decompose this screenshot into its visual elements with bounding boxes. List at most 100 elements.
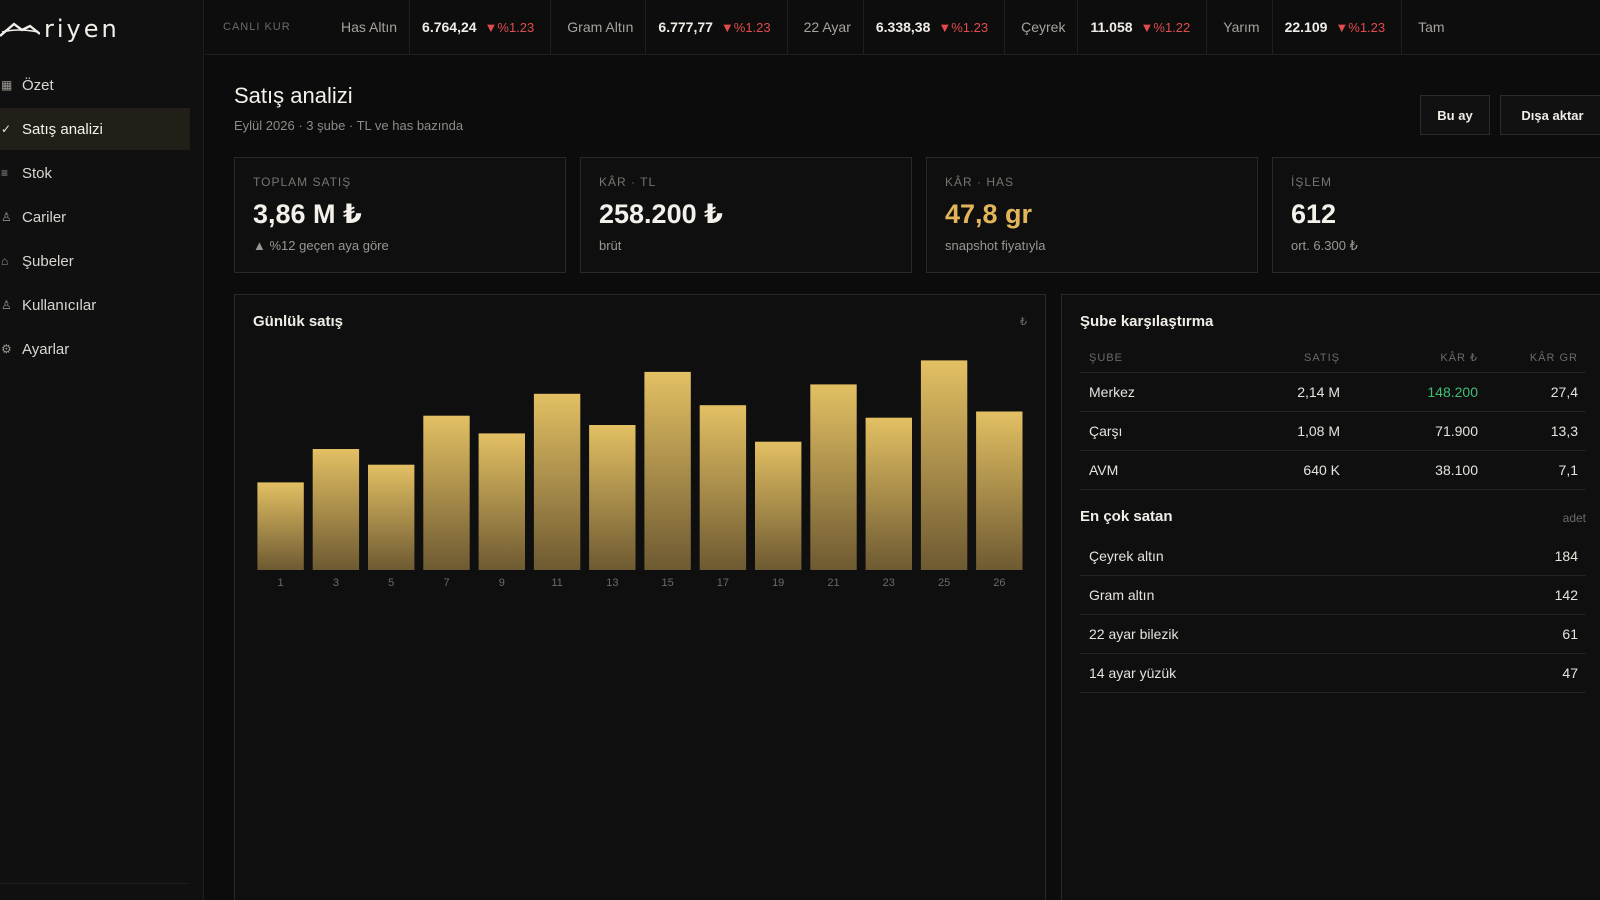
grid-icon: ▦ — [1, 78, 13, 92]
chart-bar[interactable] — [920, 360, 968, 570]
stat-label: TOPLAM SATIŞ — [253, 175, 352, 189]
chart-bar[interactable] — [976, 411, 1023, 571]
column-header: KÂR GR — [1529, 351, 1578, 364]
sidebar-item-ayarlar[interactable]: ⚙ Ayarlar — [0, 328, 190, 370]
chart-bar[interactable] — [865, 417, 912, 570]
chart-bar[interactable] — [755, 441, 802, 570]
chart-bar[interactable] — [368, 464, 415, 570]
chart-bar[interactable] — [478, 433, 525, 570]
stat-value: 47,8 gr — [945, 199, 1033, 229]
product-name: 14 ayar yüzük — [1089, 665, 1177, 681]
stat-label: İŞLEM — [1291, 175, 1333, 189]
x-tick-label: 15 — [661, 577, 673, 589]
gear-icon: ⚙ — [1, 342, 12, 356]
table-header: ŞUBE SATIŞ KÂR ₺ KÂR GR — [1080, 343, 1586, 373]
x-tick-label: 3 — [333, 577, 339, 589]
sidebar-item-label: Cariler — [22, 208, 67, 226]
branch-name: Merkez — [1089, 384, 1135, 400]
chart-bar[interactable] — [533, 393, 581, 570]
chart-bar[interactable] — [699, 405, 747, 570]
sidebar-item-label: Stok — [22, 164, 53, 182]
ticker-item: Has Altın 6.764,24 ▼%1.23 — [325, 0, 552, 54]
daily-sales-panel: Günlük satış ₺ 1 3 5 7 9 11 13 15 17 19 21 23 25 26 — [234, 294, 1046, 900]
list-item[interactable]: Çeyrek altın 184 — [1080, 537, 1586, 576]
period-button[interactable]: Bu ay — [1420, 95, 1490, 135]
x-tick-label: 13 — [606, 577, 618, 589]
chart-bar[interactable] — [644, 371, 691, 570]
branch-profit-gr: 13,3 — [1550, 423, 1578, 439]
list-item[interactable]: Gram altın 142 — [1080, 576, 1586, 615]
x-tick-label: 9 — [499, 577, 505, 589]
sidebar-item-cariler[interactable]: ♙ Cariler — [0, 196, 190, 238]
ticker-item-change: ▼%1.23 — [1335, 19, 1386, 35]
ticker-item-name: Gram Altın — [551, 0, 647, 54]
sidebar-item-ozet[interactable]: ▦ Özet — [0, 64, 190, 106]
list-item[interactable]: 22 ayar bilezik 61 — [1080, 615, 1586, 654]
x-tick-label: 1 — [278, 577, 284, 589]
stat-note: brüt — [599, 238, 622, 253]
sidebar-item-label: Satış analizi — [22, 120, 103, 138]
logo-mark-icon — [0, 22, 40, 37]
chart-bar[interactable] — [423, 415, 470, 570]
ticker-item: 22 Ayar 6.338,38 ▼%1.23 — [788, 0, 1006, 54]
ticker-item-value: 6.338,38 — [875, 19, 931, 35]
ticker-item-change: ▼%1.23 — [484, 19, 535, 35]
user-icon: ♙ — [1, 210, 12, 224]
branch-profit-gr: 7,1 — [1558, 462, 1578, 478]
ticker-item-value: 6.764,24 — [422, 19, 477, 35]
page-title: Satış analizi — [234, 83, 353, 108]
ticker-item-name: Yarım — [1207, 0, 1273, 54]
branch-profit-gr: 27,4 — [1550, 384, 1578, 400]
column-header: KÂR ₺ — [1440, 352, 1478, 364]
product-name: Çeyrek altın — [1089, 548, 1164, 564]
stat-card-profit-has: KÂR · HAS 47,8 gr snapshot fiyatıyla — [926, 157, 1258, 273]
product-count: 61 — [1562, 626, 1578, 642]
chart-bar[interactable] — [312, 449, 360, 570]
sidebar-item-kullanicilar[interactable]: ♙ Kullanıcılar — [0, 284, 190, 326]
ticker-item-name: Tam — [1418, 19, 1445, 35]
table-row[interactable]: Merkez 2,14 M 148.200 27,4 — [1080, 373, 1586, 412]
stat-card-profit-tl: KÂR · TL 258.200 ₺ brüt — [580, 157, 912, 273]
product-name: Gram altın — [1089, 587, 1155, 603]
check-icon: ✓ — [1, 122, 12, 136]
page-subtitle: Eylül 2026 · 3 şube · TL ve has bazında — [234, 118, 464, 133]
best-sellers-title: En çok satan — [1080, 508, 1173, 525]
branch-profit: 71.900 — [1435, 423, 1478, 439]
stat-card-transactions: İŞLEM 612 ort. 6.300 ₺ — [1272, 157, 1600, 273]
product-count: 47 — [1562, 665, 1578, 681]
sidebar-divider — [0, 883, 188, 884]
table-row[interactable]: AVM 640 K 38.100 7,1 — [1080, 451, 1586, 490]
branch-sales: 640 K — [1303, 462, 1340, 478]
ticker-item-value: 6.777,77 — [658, 19, 713, 35]
best-sellers-unit: adet — [1562, 511, 1586, 525]
export-button[interactable]: Dışa aktar — [1500, 95, 1600, 135]
product-count: 142 — [1554, 587, 1578, 603]
branch-sales: 1,08 M — [1297, 423, 1340, 439]
logo-text: riyen — [44, 15, 120, 43]
branch-table: ŞUBE SATIŞ KÂR ₺ KÂR GR Merkez 2,14 M 14… — [1080, 343, 1586, 490]
sidebar: riyen ▦ Özet ✓ Satış analizi ≡ Stok ♙ Ca… — [0, 0, 204, 900]
ticker-item-name: 22 Ayar — [788, 0, 864, 54]
logo[interactable]: riyen — [0, 14, 190, 44]
sidebar-item-satis-analizi[interactable]: ✓ Satış analizi — [0, 108, 190, 150]
stat-card-total-sales: TOPLAM SATIŞ 3,86 M ₺ ▲ %12 geçen aya gö… — [234, 157, 566, 273]
ticker-item-name: Çeyrek — [1005, 0, 1079, 54]
table-row[interactable]: Çarşı 1,08 M 71.900 13,3 — [1080, 412, 1586, 451]
chart-bar[interactable] — [257, 482, 304, 570]
chart-bar[interactable] — [589, 425, 636, 570]
chart-bar[interactable] — [810, 384, 857, 570]
sidebar-item-label: Ayarlar — [22, 340, 70, 358]
daily-sales-chart: 1 3 5 7 9 11 13 15 17 19 21 23 25 26 — [257, 360, 1023, 589]
ticker-item-name: Has Altın — [325, 0, 411, 54]
sidebar-item-subeler[interactable]: ⌂ Şubeler — [0, 240, 190, 282]
sidebar-item-stok[interactable]: ≡ Stok — [0, 152, 190, 194]
chart-unit: ₺ — [1020, 316, 1027, 328]
chart-title: Günlük satış — [253, 313, 344, 330]
ticker-item: Yarım 22.109 ▼%1.23 — [1207, 0, 1403, 54]
sidebar-item-label: Şubeler — [22, 252, 74, 270]
list-item[interactable]: 14 ayar yüzük 47 — [1080, 654, 1586, 693]
ticker-item-change: ▼%1.22 — [1140, 19, 1191, 35]
stat-value: 3,86 M ₺ — [253, 199, 362, 229]
column-header: ŞUBE — [1089, 351, 1123, 364]
stat-label: KÂR · HAS — [945, 175, 1015, 189]
